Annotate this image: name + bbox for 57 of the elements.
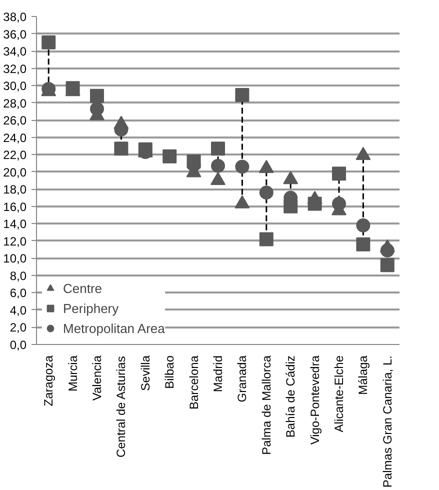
y-tick-label: 8,0 (10, 268, 27, 283)
y-tick-label: 18,0 (3, 182, 27, 197)
x-tick-label: Alicante-Elche (332, 355, 346, 432)
x-tick-label: Granada (235, 355, 250, 402)
point (90, 102, 104, 116)
legend-label: Metropolitan Area (63, 320, 165, 336)
point (211, 158, 225, 173)
y-tick-label: 6,0 (10, 286, 27, 300)
point (235, 160, 250, 174)
y-tick-label: 12,0 (3, 234, 27, 248)
y-tick-label: 30,0 (3, 79, 27, 94)
point (211, 142, 225, 156)
point (259, 186, 274, 200)
x-tick-label: Palma de Mallorca (259, 355, 274, 455)
y-tick-label: 32,0 (3, 62, 27, 76)
point (308, 196, 322, 211)
y-tick-label: 14,0 (3, 217, 27, 232)
y-tick-label: 0,0 (10, 338, 27, 352)
y-tick-label: 36,0 (3, 27, 27, 42)
y-tick-label: 20,0 (3, 165, 27, 180)
point (114, 142, 128, 156)
point (356, 218, 370, 232)
x-tick-label: Sevilla (138, 355, 152, 391)
point (66, 81, 80, 96)
x-tick-label: Málaga (356, 355, 370, 395)
legend-label: Periphery (63, 300, 119, 316)
y-tick-label: 28,0 (3, 96, 27, 110)
x-tick-label: Bilbao (162, 355, 177, 389)
point (332, 166, 346, 181)
x-tick-label: Vigo-Pontevedra (308, 355, 322, 445)
x-tick-label: Zaragoza (42, 355, 56, 406)
point (259, 232, 274, 246)
point (235, 88, 250, 102)
point (380, 258, 394, 272)
x-tick-label: Madrid (211, 355, 225, 392)
y-tick-label: 16,0 (3, 200, 27, 214)
legend-label: Centre (63, 280, 102, 296)
y-tick-label: 22,0 (3, 148, 27, 162)
x-tick-label: Barcelona (186, 355, 201, 410)
x-tick-label: Central de Asturias (114, 356, 128, 458)
x-tick-label: Valencia (90, 355, 104, 401)
point (162, 149, 177, 164)
y-tick-label: 38,0 (3, 10, 27, 24)
y-tick-label: 34,0 (3, 44, 27, 59)
y-tick-label: 4,0 (10, 303, 27, 318)
point (42, 35, 56, 50)
y-tick-label: 26,0 (3, 114, 27, 128)
x-tick-label: Murcia (66, 355, 80, 392)
point (90, 88, 104, 103)
x-tick-label: Palmas Gran Canaria, L. (380, 355, 394, 488)
y-tick-label: 24,0 (3, 130, 27, 145)
y-tick-label: 2,0 (10, 320, 27, 335)
point (356, 237, 370, 252)
point (332, 196, 346, 211)
y-tick-label: 10,0 (3, 252, 27, 266)
x-tick-label: Bahía de Cádiz (284, 355, 298, 438)
point (380, 243, 394, 258)
